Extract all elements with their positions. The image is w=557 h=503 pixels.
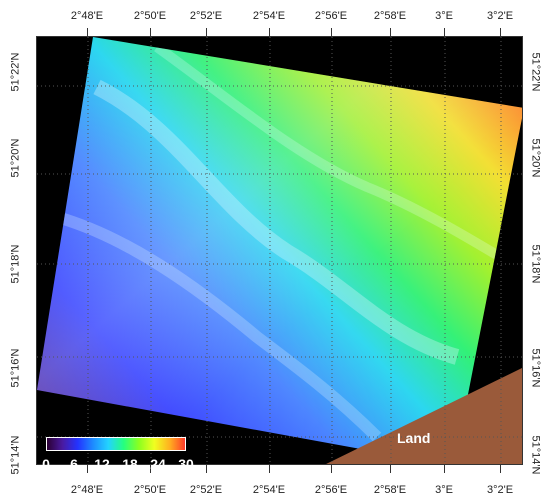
map-frame: Land [36, 36, 523, 465]
lon-bottom-label-8: 3°2'E [486, 484, 514, 496]
colorbar-tick-5: 24 [150, 456, 166, 472]
lon-bottom-label-6: 2°58'E [373, 484, 407, 496]
lat-right-label-4: 51°16'N [529, 348, 542, 388]
lat-right-label-1: 51°22'N [529, 52, 542, 92]
tick-bottom-4 [269, 465, 270, 473]
map-image [37, 37, 522, 464]
tick-bottom-2 [150, 465, 151, 473]
lat-left-label-3: 51°18'N [9, 244, 22, 284]
lon-bottom-label-2: 2°50'E [133, 484, 167, 496]
lon-top-label-8: 3°2'E [486, 10, 514, 22]
lat-left-label-1: 51°22'N [9, 52, 22, 92]
lon-bottom-label-7: 3°E [435, 484, 453, 496]
colorbar [46, 437, 186, 451]
tick-bottom-5 [331, 465, 332, 473]
lat-right-label-3: 51°18'N [529, 244, 542, 284]
lon-top-label-4: 2°54'E [252, 10, 286, 22]
tick-bottom-3 [206, 465, 207, 473]
tick-top-5 [331, 28, 332, 36]
land-area [326, 367, 522, 464]
lat-left-label-4: 51°16'N [9, 348, 22, 388]
lat-left-label-2: 51°20'N [9, 138, 22, 178]
tick-bottom-1 [87, 465, 88, 473]
lon-top-label-1: 2°48'E [70, 10, 104, 22]
tick-top-4 [269, 28, 270, 36]
colorbar-tick-2: 6 [70, 456, 78, 472]
lon-bottom-label-1: 2°48'E [70, 484, 104, 496]
lon-top-label-6: 2°58'E [373, 10, 407, 22]
tick-top-7 [444, 28, 445, 36]
tick-bottom-7 [444, 465, 445, 473]
land-label: Land [397, 430, 431, 446]
lon-top-label-7: 3°E [435, 10, 453, 22]
tick-bottom-6 [390, 465, 391, 473]
colorbar-tick-3: 12 [94, 456, 110, 472]
tick-top-2 [150, 28, 151, 36]
colorbar-tick-1: 0 [42, 456, 50, 472]
colorbar-tick-4: 18 [122, 456, 138, 472]
lon-bottom-label-3: 2°52'E [189, 484, 223, 496]
lon-bottom-label-4: 2°54'E [252, 484, 286, 496]
lat-right-label-2: 51°20'N [529, 138, 542, 178]
lon-bottom-label-5: 2°56'E [314, 484, 348, 496]
tick-top-3 [206, 28, 207, 36]
lon-top-label-3: 2°52'E [189, 10, 223, 22]
lat-right-label-5: 51°14'N [529, 435, 542, 475]
tick-top-1 [87, 28, 88, 36]
tick-top-6 [390, 28, 391, 36]
tick-top-8 [500, 28, 501, 36]
colorbar-tick-6: 30 [178, 456, 194, 472]
lat-left-label-5: 51°14'N [9, 435, 22, 475]
lon-top-label-5: 2°56'E [314, 10, 348, 22]
tick-bottom-8 [500, 465, 501, 473]
lon-top-label-2: 2°50'E [133, 10, 167, 22]
